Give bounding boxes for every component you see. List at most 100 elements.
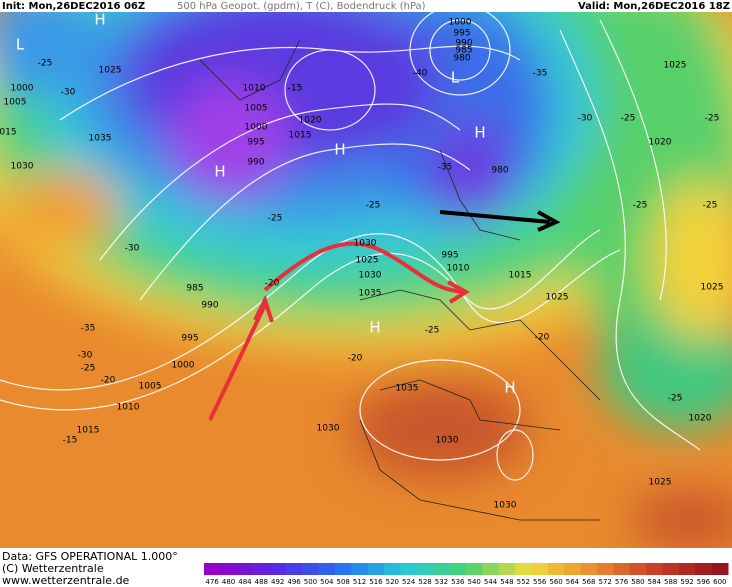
isoline-label: 1025 [546, 293, 569, 303]
colorbar-swatch [678, 563, 696, 575]
colorbar-swatch [416, 563, 434, 575]
header-bar [0, 0, 732, 12]
colorbar-swatch [482, 563, 500, 575]
colorbar-swatch [285, 563, 303, 575]
isoline-label: 1000 [11, 84, 34, 94]
isoline-label: 990 [201, 301, 218, 311]
colorbar-swatch [433, 563, 451, 575]
colorbar-swatch [662, 563, 680, 575]
isoline-label: 1030 [436, 436, 459, 446]
pressure-center: H [474, 124, 485, 142]
colorbar-label: 480 [222, 578, 235, 586]
colorbar-swatch [400, 563, 418, 575]
isoline-label: -20 [101, 376, 116, 386]
isoline-label: 1035 [396, 384, 419, 394]
isoline-label: 1030 [317, 424, 340, 434]
isoline-label: 995 [247, 138, 264, 148]
colorbar-label: 476 [206, 578, 220, 586]
colorbar-label: 516 [369, 578, 383, 586]
colorbar-swatch [515, 563, 532, 575]
isoline-label: -30 [125, 244, 140, 254]
footer-data: Data: GFS OPERATIONAL 1.000° [2, 550, 178, 563]
isoline-label: 1010 [243, 84, 266, 94]
fields-text: 500 hPa Geopot. (gpdm), T (C), Bodendruc… [177, 1, 426, 12]
isoline-label: 980 [491, 166, 508, 176]
isoline-label: 1005 [139, 382, 162, 392]
isoline-label: -35 [533, 69, 548, 79]
isoline-label: 1035 [89, 134, 112, 144]
colorbar-label: 544 [484, 578, 498, 586]
colorbar-label: 504 [320, 578, 334, 586]
isoline-label: 985 [186, 284, 203, 294]
colorbar-swatch [695, 563, 713, 575]
colorbar-swatch [269, 563, 287, 575]
isoline-label: -40 [413, 69, 428, 79]
colorbar-swatch [466, 563, 483, 575]
colorbar-swatch [351, 563, 369, 575]
isoline-label: 990 [247, 158, 264, 168]
isoline-label: -30 [578, 114, 593, 124]
isoline-label: 1005 [4, 98, 27, 108]
colorbar-swatch [613, 563, 631, 575]
colorbar-swatch [253, 563, 270, 575]
colorbar-label: 540 [468, 578, 481, 586]
colorbar-label: 492 [271, 578, 284, 586]
colorbar-label: 592 [680, 578, 693, 586]
colorbar-label: 564 [566, 578, 580, 586]
colorbar-label: 496 [287, 578, 301, 586]
isoline-label: 1005 [245, 104, 268, 114]
isoline-label: -20 [535, 333, 550, 343]
isoline-label: 1000 [245, 123, 268, 133]
isoline-label: 1000 [449, 18, 472, 28]
isoline-label: -25 [268, 214, 283, 224]
colorbar-swatch [564, 563, 582, 575]
colorbar-swatch [204, 563, 221, 575]
colorbar-label: 512 [353, 578, 366, 586]
isoline-label: 1025 [649, 478, 672, 488]
isoline-label: 1030 [494, 501, 517, 511]
isoline-label: -30 [61, 88, 76, 98]
colorbar-label: 484 [238, 578, 252, 586]
isoline-label: -30 [78, 351, 93, 361]
colorbar-label: 528 [418, 578, 431, 586]
pressure-center: H [504, 379, 515, 397]
colorbar-label: 556 [533, 578, 547, 586]
colorbar-label: 600 [713, 578, 726, 586]
colorbar-swatch [318, 563, 336, 575]
isoline-label: -35 [438, 163, 453, 173]
colorbar-swatch [629, 563, 647, 575]
valid-text: Valid: Mon,26DEC2016 18Z [578, 1, 730, 12]
isoline-label: -25 [366, 201, 381, 211]
isoline-label: 1015 [509, 271, 532, 281]
isoline-label: 015 [0, 128, 17, 138]
isoline-label: 1000 [172, 361, 195, 371]
isoline-label: 1025 [701, 283, 724, 293]
colorbar-label: 588 [664, 578, 677, 586]
isoline-label: -25 [705, 114, 720, 124]
colorbar-label: 488 [255, 578, 268, 586]
isoline-label: 995 [453, 29, 470, 39]
isoline-label: -25 [425, 326, 440, 336]
isoline-label: 995 [181, 334, 198, 344]
colorbar-label: 584 [648, 578, 662, 586]
isoline-label: -25 [38, 59, 53, 69]
colorbar-label: 532 [435, 578, 448, 586]
colorbar-label: 572 [599, 578, 612, 586]
colorbar-swatch [236, 563, 254, 575]
colorbar-label: 580 [631, 578, 644, 586]
footer-copyright: (C) Wetterzentrale [2, 562, 104, 575]
isoline-label: -15 [63, 436, 78, 446]
colorbar-swatch [646, 563, 663, 575]
isoline-label: -20 [265, 279, 280, 289]
colorbar-label: 568 [582, 578, 595, 586]
init-text: Init: Mon,26DEC2016 06Z [2, 1, 145, 12]
isoline-label: -20 [348, 354, 363, 364]
colorbar: 476 480 484 488 492 496 500 504 508 512 516 520 524 5… [204, 563, 729, 586]
colorbar-swatch [498, 563, 516, 575]
colorbar-swatch [220, 563, 238, 575]
isoline-label: -25 [81, 364, 96, 374]
colorbar-swatch [597, 563, 614, 575]
pressure-center: H [369, 319, 380, 337]
isoline-label: -25 [668, 394, 683, 404]
